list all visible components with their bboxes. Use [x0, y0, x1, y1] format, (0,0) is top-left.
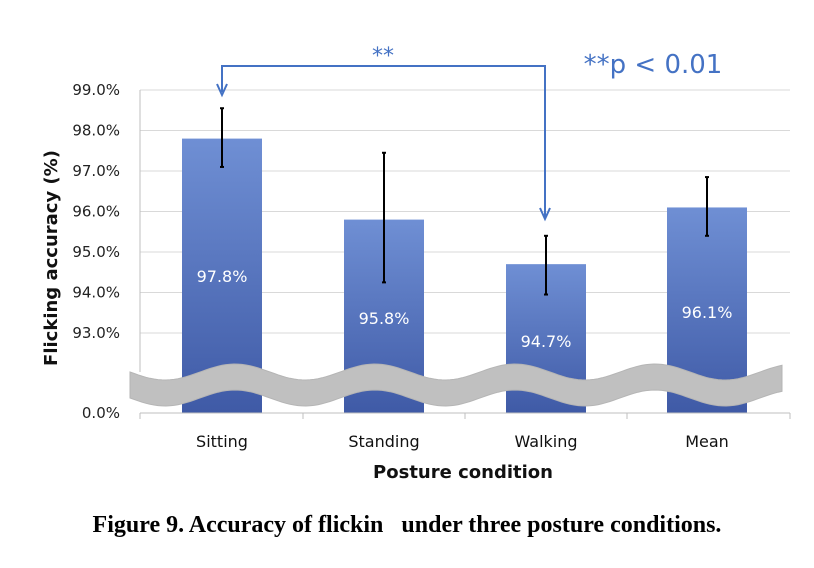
y-tick-label: 98.0%	[72, 122, 120, 140]
significance-bracket	[221, 65, 546, 218]
y-tick-label: 94.0%	[72, 284, 120, 302]
x-tick-label: Standing	[348, 432, 419, 451]
arrowhead-sitting	[216, 83, 228, 98]
error-bar-walking	[544, 234, 548, 296]
y-tick-label: 99.0%	[72, 81, 120, 99]
y-tick-label: 95.0%	[72, 243, 120, 261]
x-tick-label: Mean	[685, 432, 729, 451]
significance-marker: **	[372, 44, 394, 69]
x-tick-labels: Sitting Standing Walking Mean	[196, 432, 729, 451]
y-tick-labels: 99.0% 98.0% 97.0% 96.0% 95.0% 94.0% 93.0% 0.0%	[72, 81, 120, 422]
error-bar-standing	[382, 151, 386, 284]
axis-break-band	[129, 363, 783, 407]
axis-break	[129, 363, 783, 407]
x-tick-label: Walking	[514, 432, 577, 451]
data-label: 94.7%	[521, 332, 572, 351]
x-axis-title: Posture condition	[373, 462, 553, 483]
error-bar-mean	[705, 176, 709, 237]
axes	[139, 90, 791, 419]
y-tick-label-baseline: 0.0%	[82, 404, 120, 422]
data-label: 95.8%	[359, 309, 410, 328]
x-tick-label: Sitting	[196, 432, 248, 451]
significance-annotation: ** **p < 0.01	[216, 44, 723, 222]
data-label: 97.8%	[197, 267, 248, 286]
y-axis-title: Flicking accuracy (%)	[41, 150, 62, 366]
y-tick-label: 97.0%	[72, 162, 120, 180]
y-tick-label: 96.0%	[72, 203, 120, 221]
figure-caption: Figure 9. Accuracy of flickin under thre…	[92, 512, 722, 538]
arrowhead-walking	[539, 207, 551, 222]
y-tick-label: 93.0%	[72, 324, 120, 342]
bar-chart: 97.8% 95.8% 94.7% 96.1% 99.0% 98.0% 97.0% 96.0…	[41, 44, 791, 483]
significance-note: **p < 0.01	[584, 50, 723, 80]
error-bar-sitting	[220, 107, 224, 168]
data-label: 96.1%	[682, 303, 733, 322]
